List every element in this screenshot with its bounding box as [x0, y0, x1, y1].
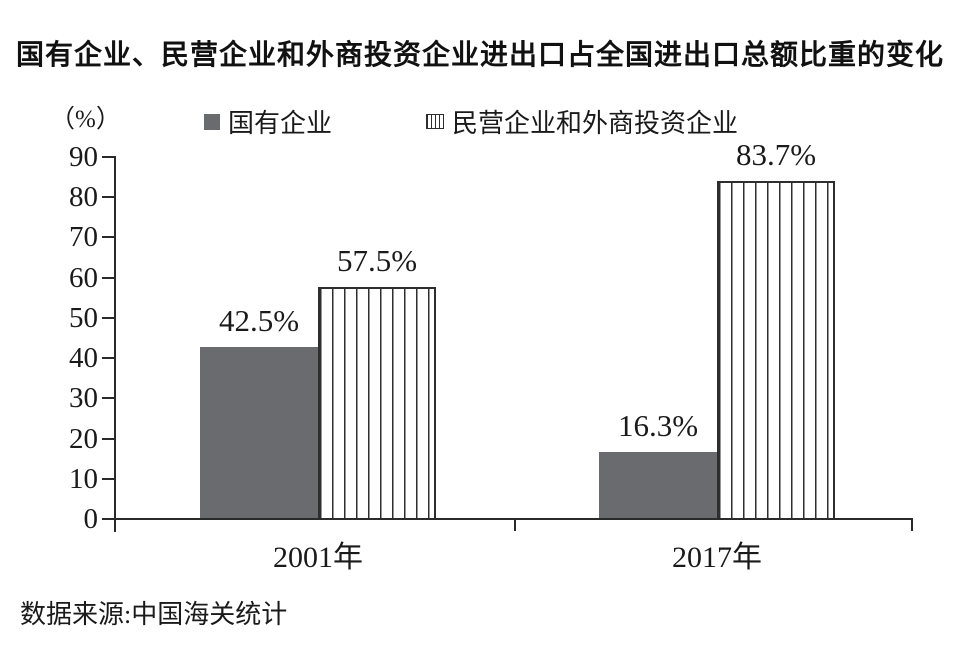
y-axis-tick-60 — [102, 276, 114, 279]
y-tick-label-40: 40 — [69, 342, 98, 375]
striped-swatch-icon — [426, 114, 444, 129]
y-tick-label-80: 80 — [69, 181, 98, 214]
x-axis-end-tick — [911, 518, 913, 531]
x-axis-line — [114, 518, 913, 520]
y-tick-label-30: 30 — [69, 382, 98, 415]
data-source-note: 数据来源:中国海关统计 — [20, 600, 288, 629]
y-tick-label-0: 0 — [83, 503, 99, 535]
y-tick-label-20: 20 — [69, 422, 98, 455]
value-label-striped-1: 83.7% — [735, 137, 817, 172]
bar-striped-1 — [717, 181, 835, 518]
value-label-solid-0: 42.5% — [218, 303, 300, 338]
x-category-label-1: 2017年 — [672, 541, 762, 574]
y-axis-tick-80 — [102, 196, 114, 199]
y-axis-tick-40 — [102, 357, 114, 360]
legend-item-private-foreign: 民营企业和外商投资企业 — [426, 103, 738, 140]
y-axis-tick-70 — [102, 236, 114, 239]
y-axis-tick-0 — [102, 518, 114, 520]
y-tick-label-50: 50 — [69, 301, 98, 334]
y-tick-label-90: 90 — [69, 141, 98, 173]
y-tick-label-70: 70 — [69, 221, 98, 254]
bar-solid-1 — [599, 452, 717, 518]
y-axis-unit-label: （%） — [50, 106, 121, 133]
y-tick-label-10: 10 — [69, 462, 98, 495]
y-tick-label-60: 60 — [69, 261, 98, 294]
y-axis-tick-90 — [102, 156, 114, 158]
chart-title: 国有企业、民营企业和外商投资企业进出口占全国进出口总额比重的变化 — [15, 39, 944, 70]
y-axis-line — [114, 156, 116, 532]
y-axis-tick-10 — [102, 477, 114, 480]
legend-label-state-owned: 国有企业 — [228, 109, 333, 138]
y-axis-tick-50 — [102, 316, 114, 319]
y-axis-tick-30 — [102, 397, 114, 400]
x-axis-mid-tick — [514, 518, 516, 531]
x-category-label-0: 2001年 — [273, 541, 363, 574]
y-axis-tick-20 — [102, 437, 114, 440]
value-label-solid-1: 16.3% — [617, 408, 699, 443]
solid-gray-swatch-icon — [204, 113, 220, 130]
legend-label-private-foreign: 民营企业和外商投资企业 — [452, 109, 739, 138]
bar-striped-0 — [318, 287, 436, 518]
legend-item-state-owned: 国有企业 — [204, 103, 332, 140]
value-label-striped-0: 57.5% — [336, 243, 418, 278]
bar-solid-0 — [200, 347, 318, 518]
